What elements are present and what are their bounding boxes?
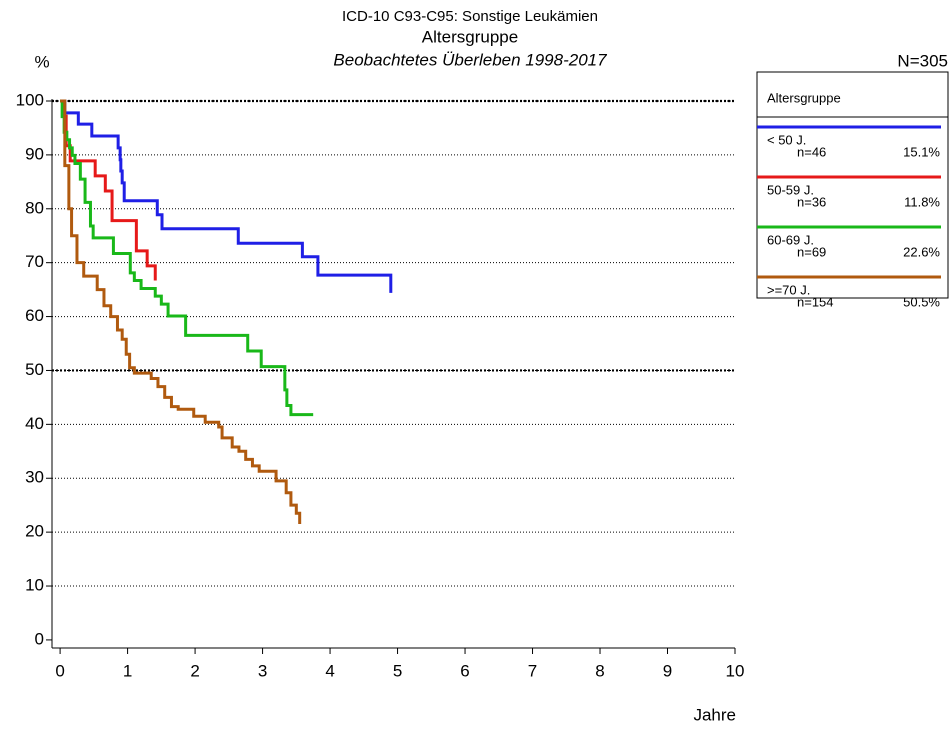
y-tick-label: 10 (25, 576, 44, 595)
survival-line (60, 99, 302, 525)
legend-label: 60-69 J. (767, 232, 814, 247)
legend-label: >=70 J. (767, 282, 810, 297)
y-tick-label: 70 (25, 252, 44, 271)
legend-count: n=69 (797, 244, 826, 259)
legend-percent: 50.5% (903, 294, 940, 309)
y-tick-label: 40 (25, 414, 44, 433)
legend-count: n=154 (797, 294, 834, 309)
y-tick-label: 30 (25, 468, 44, 487)
legend-count: n=36 (797, 194, 826, 209)
chart-title: ICD-10 C93-C95: Sonstige Leukämien (342, 8, 598, 25)
x-tick-label: 5 (393, 661, 402, 680)
legend-count: n=46 (797, 144, 826, 159)
y-axis-label: % (34, 52, 49, 71)
legend-percent: 11.8% (904, 194, 940, 209)
survival-line (60, 99, 393, 293)
x-tick-label: 7 (528, 661, 537, 680)
x-tick-label: 9 (663, 661, 672, 680)
chart-subtitle: Beobachtetes Überleben 1998-2017 (333, 50, 607, 69)
y-tick-label: 100 (16, 90, 44, 109)
legend-label: 50-59 J. (767, 182, 814, 197)
x-tick-label: 8 (595, 661, 604, 680)
x-axis-label: Jahre (693, 705, 736, 724)
survival-line (60, 99, 314, 417)
y-tick-label: 80 (25, 198, 44, 217)
x-tick-label: 1 (123, 661, 132, 680)
y-tick-label: 60 (25, 306, 44, 325)
legend-box (756, 71, 949, 299)
survival-line (60, 99, 157, 281)
y-tick-label: 0 (35, 629, 44, 648)
x-tick-label: 2 (190, 661, 199, 680)
x-tick-label: 6 (460, 661, 469, 680)
chart-subtitle: Altersgruppe (422, 27, 518, 46)
x-tick-label: 0 (55, 661, 64, 680)
y-tick-label: 20 (25, 522, 44, 541)
legend-label: < 50 J. (767, 132, 806, 147)
y-tick-label: 50 (25, 360, 44, 379)
x-tick-label: 3 (258, 661, 267, 680)
x-tick-label: 10 (726, 661, 745, 680)
x-tick-label: 4 (325, 661, 334, 680)
legend-title: Altersgruppe (767, 90, 841, 105)
y-tick-label: 90 (25, 144, 44, 163)
total-label: N=305 (897, 51, 948, 70)
legend-percent: 15.1% (903, 144, 940, 159)
legend-percent: 22.6% (903, 244, 940, 259)
